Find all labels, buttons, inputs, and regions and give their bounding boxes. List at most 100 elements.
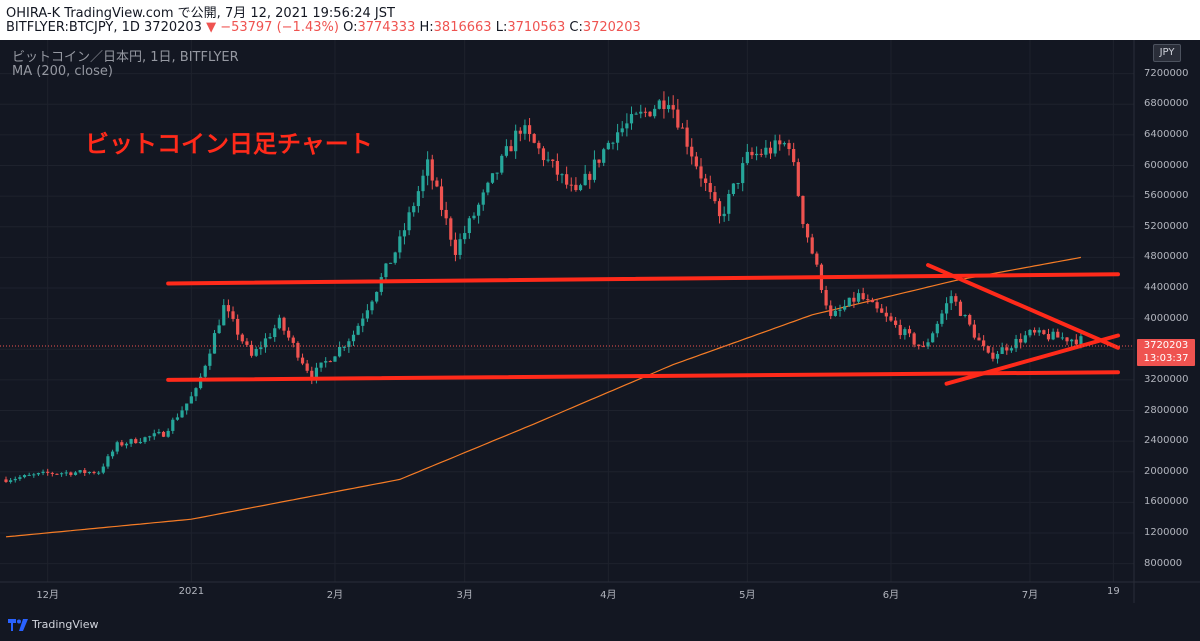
price-tick: 1200000 [1144,527,1189,538]
candle-body [926,342,930,347]
candle-body [277,317,281,329]
candle-body [402,230,407,237]
candle [935,321,939,338]
chart-header: OHIRA-K TradingView.com で公開, 7月 12, 2021… [0,0,1200,40]
candle [1014,334,1018,352]
candle [736,182,740,189]
candle-body [963,315,967,317]
candle [546,151,550,163]
candle [532,133,536,144]
candle [833,306,837,317]
candle-body [27,474,31,476]
candle-body [713,192,717,202]
candle-body [1074,339,1078,345]
currency-button[interactable]: JPY [1153,44,1181,62]
candle-body [875,302,879,309]
candle-body [527,125,532,135]
candle [852,291,856,308]
candle-body [1023,335,1027,343]
candle-body [9,480,13,482]
candle-body [370,301,374,311]
candle-body [977,337,981,341]
candle-body [685,127,689,147]
candle [157,428,161,435]
candle [453,232,458,262]
candle-body [240,334,244,342]
candle [801,195,805,229]
candle [907,325,912,338]
candle [69,471,73,477]
candle-body [388,262,393,264]
candle-body [287,330,291,338]
tradingview-icon [8,618,28,631]
candle [768,141,773,159]
candle-body [912,333,916,345]
candle [856,289,861,304]
candle-body [347,341,351,347]
candle [148,435,152,441]
candle-body [305,363,309,371]
trendline-drawings [166,263,1120,386]
price-tick: 4800000 [1144,251,1189,263]
series-legend[interactable]: ビットコイン／日本円, 1日, BITFLYER [12,50,239,65]
candle-body [328,361,332,363]
time-axis[interactable]: 12月 2021 2月 3月 4月 5月 6月 7月 19 [0,583,1134,603]
candle [444,201,448,225]
candle [847,297,851,307]
symbol-info: BITFLYER:BTCJPY, 1D 3720203 [6,20,202,35]
candle [1065,337,1069,346]
candle [458,233,462,260]
candle-body [60,473,64,475]
candle [134,437,138,444]
candle [602,147,606,167]
candle [750,147,754,159]
candle [578,183,583,192]
candle-body [629,114,634,124]
trendline [166,272,1120,286]
candle [495,172,499,180]
candle [393,251,397,265]
candle [592,150,597,183]
candle-body [263,338,268,348]
candle-body [365,310,369,319]
candle-body [708,182,712,193]
candle-body [472,215,476,219]
candle-body [64,472,68,474]
candle [32,472,36,478]
candle [180,406,184,418]
tradingview-logo[interactable]: TradingView [8,618,98,631]
candle [338,341,342,358]
candle-body [69,472,73,475]
candle [407,206,411,236]
candle [342,345,346,351]
candle-body [148,436,152,438]
brand-name: TradingView [32,618,99,631]
candle-body [829,305,833,316]
time-tick: 6月 [882,590,900,601]
candle-body [944,303,949,314]
candle [977,333,981,341]
candle [704,173,708,191]
candle-body [500,155,504,173]
price-axis[interactable]: 800000 1200000 1600000 2000000 2400000 280000… [1134,40,1200,580]
candle [124,442,129,449]
candle [46,468,50,476]
candle-body [18,477,22,479]
candle-body [759,153,763,155]
candle-body [1056,331,1060,338]
candle-body [856,293,861,302]
moving-average-line [5,256,1082,538]
candle-body [426,159,430,176]
candle [129,438,133,447]
candle [523,119,527,140]
candle-body [717,201,722,217]
candle [954,293,958,306]
candle [282,316,286,335]
candle-body [551,159,555,161]
candle [666,96,671,113]
candle-body [569,184,573,186]
candle-body [407,212,411,231]
close-label: C: [569,20,583,35]
ma-legend[interactable]: MA (200, close) [12,64,113,79]
